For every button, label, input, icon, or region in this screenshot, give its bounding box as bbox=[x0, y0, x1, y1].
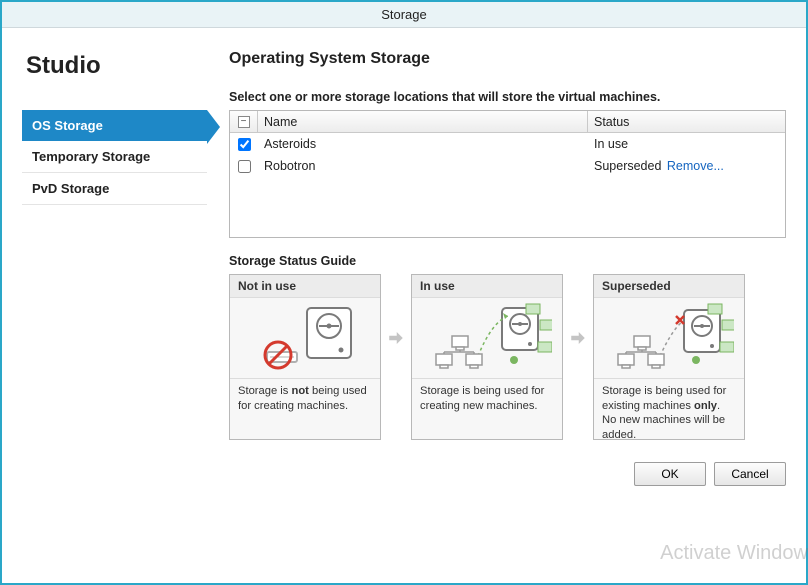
sidebar-item-pvd-storage[interactable]: PvD Storage bbox=[22, 173, 207, 205]
sidebar-item-os-storage[interactable]: OS Storage bbox=[22, 110, 207, 141]
guide-card-title: Superseded bbox=[594, 275, 744, 298]
table-header: − Name Status bbox=[230, 111, 785, 133]
guide-card-title: In use bbox=[412, 275, 562, 298]
sidebar-item-label: OS Storage bbox=[32, 118, 103, 133]
page-subtitle: Select one or more storage locations tha… bbox=[229, 90, 786, 104]
guide-card-title: Not in use bbox=[230, 275, 380, 298]
table-row[interactable]: Robotron Superseded Remove... bbox=[230, 155, 785, 177]
guide-card-image bbox=[594, 298, 744, 378]
guide-row: Not in use bbox=[229, 274, 786, 440]
sidebar-item-temporary-storage[interactable]: Temporary Storage bbox=[22, 141, 207, 173]
remove-link[interactable]: Remove... bbox=[667, 159, 724, 173]
guide-card-image bbox=[230, 298, 380, 378]
row-checkbox[interactable] bbox=[238, 138, 251, 151]
guide-card-text: Storage is not being used for creating m… bbox=[230, 378, 380, 439]
body-area: Studio OS Storage Temporary Storage PvD … bbox=[2, 28, 806, 583]
button-row: OK Cancel bbox=[229, 462, 786, 486]
ok-button[interactable]: OK bbox=[634, 462, 706, 486]
header-check-all[interactable]: − bbox=[230, 111, 258, 132]
header-status[interactable]: Status bbox=[588, 111, 785, 132]
guide-card-not-in-use: Not in use bbox=[229, 274, 381, 440]
header-name[interactable]: Name bbox=[258, 111, 588, 132]
guide-card-image bbox=[412, 298, 562, 378]
guide-card-text: Storage is being used for creating new m… bbox=[412, 378, 562, 439]
sidebar-item-label: Temporary Storage bbox=[32, 149, 150, 164]
guide-card-in-use: In use bbox=[411, 274, 563, 440]
arrow-icon bbox=[381, 326, 411, 388]
window-title: Storage bbox=[381, 7, 427, 22]
guide-heading: Storage Status Guide bbox=[229, 254, 786, 268]
studio-heading: Studio bbox=[26, 52, 207, 80]
row-checkbox[interactable] bbox=[238, 160, 251, 173]
guide-card-superseded: Superseded bbox=[593, 274, 745, 440]
table-row[interactable]: Asteroids In use bbox=[230, 133, 785, 155]
indeterminate-icon: − bbox=[238, 116, 250, 128]
arrow-icon bbox=[563, 326, 593, 388]
title-bar: Storage bbox=[2, 2, 806, 28]
guide-card-text: Storage is being used for existing machi… bbox=[594, 378, 744, 447]
row-name: Asteroids bbox=[258, 137, 588, 151]
cancel-button[interactable]: Cancel bbox=[714, 462, 786, 486]
row-name: Robotron bbox=[258, 159, 588, 173]
row-status: Superseded Remove... bbox=[588, 159, 785, 173]
storage-table: − Name Status Asteroids In use Robotron bbox=[229, 110, 786, 238]
row-status: In use bbox=[588, 137, 785, 151]
sidebar: Studio OS Storage Temporary Storage PvD … bbox=[22, 46, 207, 565]
sidebar-item-label: PvD Storage bbox=[32, 181, 109, 196]
content: Operating System Storage Select one or m… bbox=[207, 46, 786, 565]
page-title: Operating System Storage bbox=[229, 50, 786, 68]
window-frame: Storage Studio OS Storage Temporary Stor… bbox=[0, 0, 808, 585]
